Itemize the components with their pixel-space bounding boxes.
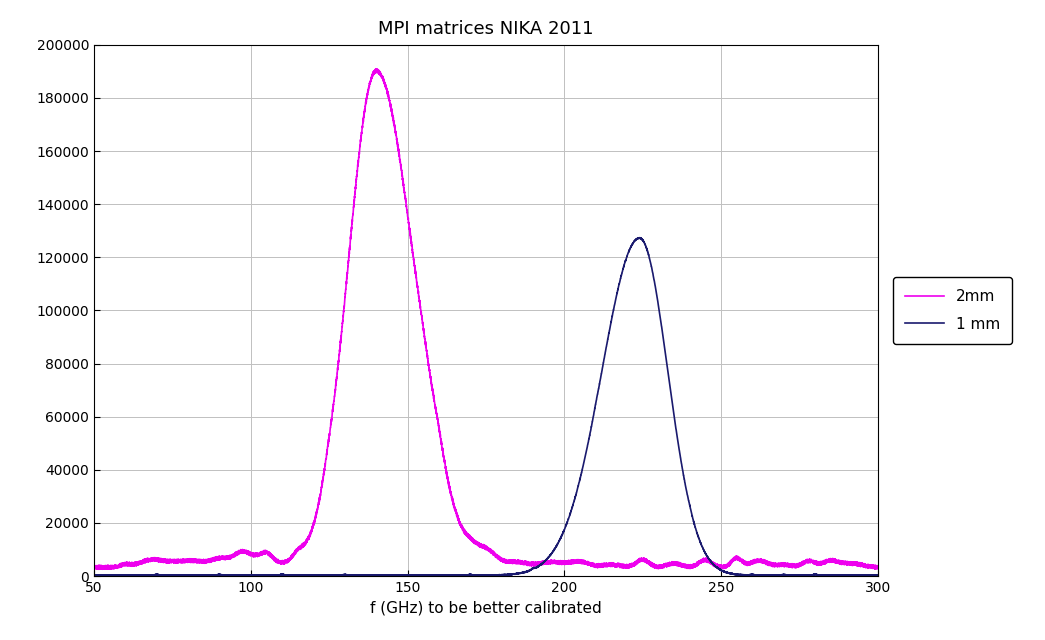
2mm	[92, 566, 104, 573]
1 mm	[127, 572, 140, 579]
1 mm	[586, 419, 599, 427]
Line: 1 mm: 1 mm	[94, 237, 878, 576]
Title: MPI matrices NIKA 2011: MPI matrices NIKA 2011	[378, 20, 594, 38]
1 mm	[88, 571, 100, 579]
1 mm	[372, 572, 385, 579]
1 mm	[106, 572, 118, 580]
1 mm	[633, 234, 646, 241]
1 mm	[552, 540, 564, 547]
2mm	[552, 557, 564, 565]
1 mm	[711, 563, 723, 571]
2mm	[127, 562, 140, 570]
2mm	[371, 65, 384, 72]
2mm	[586, 561, 599, 568]
1 mm	[669, 420, 681, 428]
2mm	[872, 562, 884, 570]
2mm	[669, 561, 681, 569]
2mm	[711, 563, 723, 570]
2mm	[372, 68, 385, 76]
1 mm	[872, 572, 884, 579]
Legend: 2mm, 1 mm: 2mm, 1 mm	[893, 277, 1013, 344]
Line: 2mm: 2mm	[94, 68, 878, 570]
X-axis label: f (GHz) to be better calibrated: f (GHz) to be better calibrated	[370, 600, 602, 616]
2mm	[88, 563, 100, 571]
